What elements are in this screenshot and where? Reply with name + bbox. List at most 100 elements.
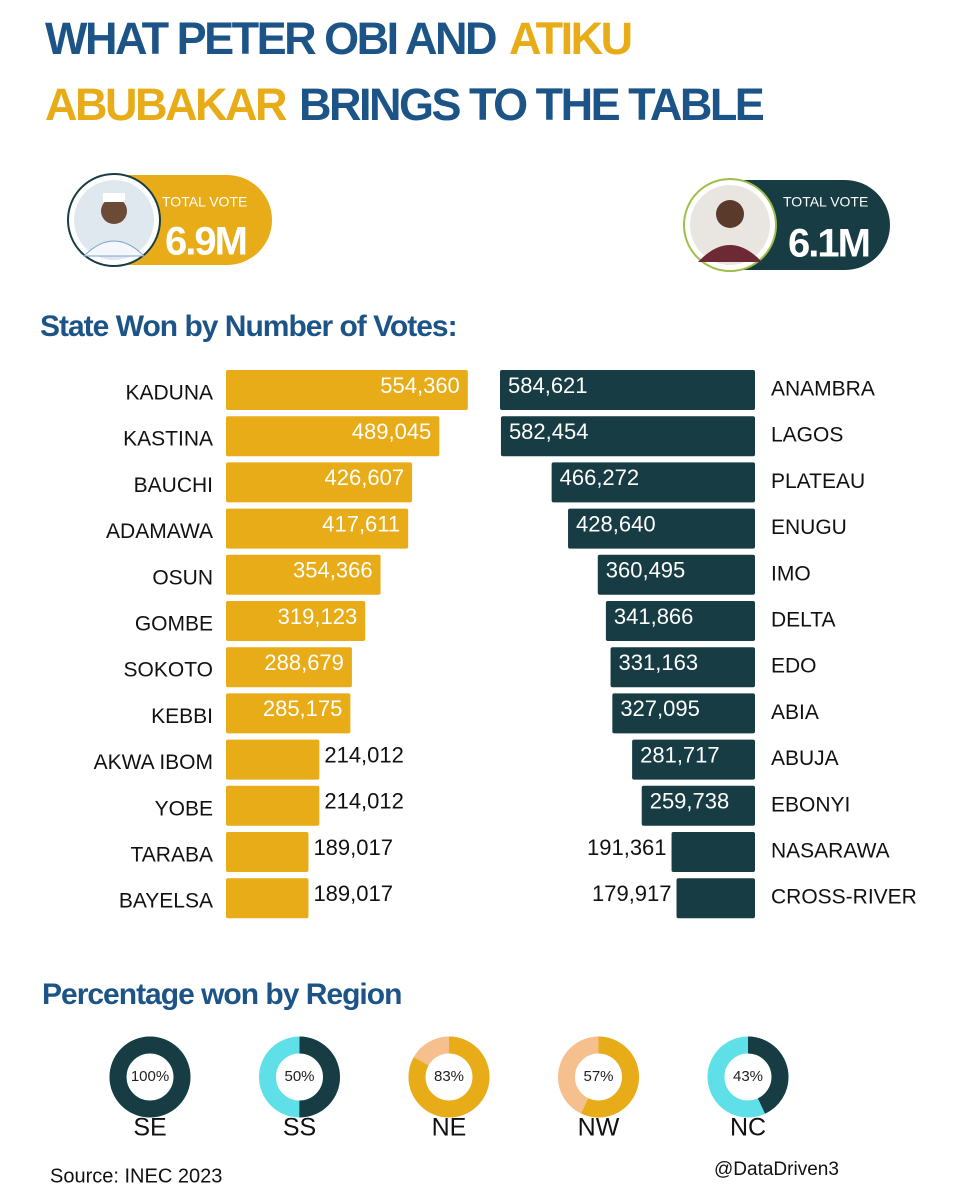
badge-value: 6.9M — [165, 220, 246, 264]
candidate-badge: TOTAL VOTE 6.1M — [683, 178, 890, 272]
bar — [226, 647, 352, 688]
bar — [610, 647, 755, 688]
bar — [226, 785, 320, 826]
category-label: KADUNA — [125, 382, 213, 405]
value-label: 179,917 — [592, 881, 672, 906]
region-label: SS — [283, 1114, 316, 1142]
value-label: 354,366 — [293, 558, 373, 583]
value-label: 191,361 — [587, 835, 667, 860]
category-label: SOKOTO — [124, 659, 213, 682]
value-label: 489,045 — [352, 419, 432, 444]
bar — [226, 462, 413, 503]
value-label: 582,454 — [509, 419, 589, 444]
donut-arc — [707, 1036, 789, 1118]
donut-arc — [259, 1036, 340, 1118]
bar — [500, 416, 755, 457]
region-label: NE — [432, 1114, 467, 1142]
category-label: EDO — [771, 655, 817, 678]
donut-value: 100% — [131, 1068, 169, 1085]
portrait-head — [716, 200, 744, 228]
donut-arc — [558, 1036, 639, 1118]
badge-label: TOTAL VOTE — [162, 194, 247, 210]
donut-arc — [408, 1036, 490, 1118]
category-label: OSUN — [152, 566, 213, 589]
donut-value: 50% — [284, 1068, 314, 1085]
value-label: 281,717 — [640, 742, 720, 767]
category-label: GOMBE — [135, 613, 213, 636]
bar — [612, 693, 755, 734]
category-label: ENUGU — [771, 516, 847, 539]
bar — [671, 832, 755, 872]
bar — [632, 739, 755, 780]
bar — [568, 508, 755, 549]
value-label: 189,017 — [313, 881, 393, 906]
title-part: WHAT PETER OBI AND — [45, 13, 496, 64]
value-label: 319,123 — [278, 604, 358, 629]
badge-value: 6.1M — [788, 222, 869, 266]
bar — [605, 601, 755, 641]
category-label: NASARAWA — [771, 840, 890, 863]
source: Source: INEC 2023 — [50, 1165, 222, 1187]
category-label: YOBE — [155, 797, 213, 820]
title-line-1: WHAT PETER OBI AND ATIKU — [45, 13, 631, 64]
category-label: CROSS-RIVER — [771, 886, 917, 909]
category-label: ADAMAWA — [106, 520, 213, 543]
bar — [500, 370, 755, 410]
bar — [226, 416, 440, 457]
bar — [226, 739, 320, 780]
value-label: 417,611 — [322, 511, 400, 536]
bar — [551, 462, 755, 503]
value-label: 327,095 — [620, 696, 700, 721]
category-label: KEBBI — [151, 705, 213, 728]
title-part: ABUBAKAR — [45, 79, 287, 130]
bar — [226, 508, 409, 549]
bar — [226, 832, 309, 872]
category-label: AKWA IBOM — [94, 751, 213, 774]
title-line-2: ABUBAKAR BRINGS TO THE TABLE — [45, 79, 764, 130]
value-label: 466,272 — [560, 465, 640, 490]
donut-value: 57% — [583, 1068, 613, 1085]
bar — [641, 785, 755, 826]
portrait-body — [698, 245, 762, 262]
category-label: DELTA — [771, 609, 836, 632]
donut-value: 83% — [434, 1068, 464, 1085]
section-title: Percentage won by Region — [42, 978, 401, 1011]
bar — [226, 554, 381, 595]
value-label: 288,679 — [264, 650, 344, 675]
region-label: NC — [730, 1114, 766, 1142]
portrait-cap — [103, 193, 125, 202]
category-label: IMO — [771, 562, 811, 585]
value-label: 428,640 — [576, 511, 656, 536]
value-label: 554,360 — [380, 373, 460, 398]
value-label: 214,012 — [324, 789, 404, 814]
category-label: LAGOS — [771, 424, 843, 447]
category-label: BAYELSA — [119, 890, 213, 913]
category-label: EBONYI — [771, 793, 850, 816]
region-label: SE — [133, 1114, 166, 1142]
donut-arc — [109, 1036, 191, 1118]
badge-label: TOTAL VOTE — [783, 194, 868, 210]
bar — [597, 554, 755, 595]
value-label: 331,163 — [619, 650, 699, 675]
bar — [226, 693, 351, 734]
title-part: BRINGS TO THE TABLE — [299, 79, 764, 130]
category-label: ABIA — [771, 701, 819, 724]
value-label: 285,175 — [263, 696, 343, 721]
value-label: 360,495 — [606, 558, 686, 583]
portrait-body — [82, 240, 146, 257]
title-part: ATIKU — [509, 13, 631, 64]
candidate-badge: TOTAL VOTE 6.9M — [67, 173, 272, 267]
category-label: PLATEAU — [771, 470, 865, 493]
category-label: BAUCHI — [134, 474, 213, 497]
bar — [676, 878, 755, 919]
value-label: 584,621 — [508, 373, 588, 398]
category-label: ABUJA — [771, 747, 839, 770]
bar — [226, 601, 366, 641]
bar — [226, 370, 468, 410]
value-label: 189,017 — [313, 835, 393, 860]
category-label: KASTINA — [123, 428, 213, 451]
section-title: State Won by Number of Votes: — [40, 310, 457, 343]
region-label: NW — [578, 1114, 620, 1142]
value-label: 426,607 — [325, 465, 405, 490]
